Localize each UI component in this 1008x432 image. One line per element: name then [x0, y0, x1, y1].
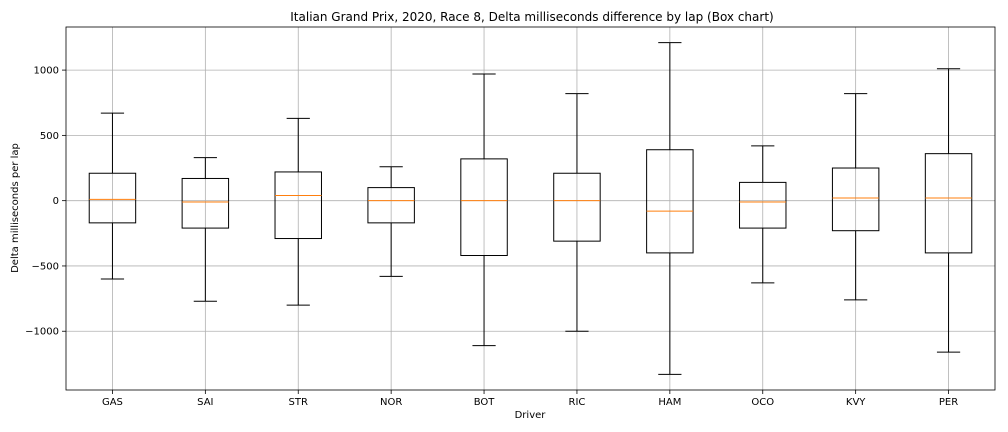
x-tick-label: OCO — [751, 397, 774, 408]
iqr-box — [88, 172, 137, 224]
box-bot — [460, 73, 508, 347]
y-axis-title: Delta milliseconds per lap — [10, 143, 21, 273]
box-ric — [553, 93, 601, 332]
x-tick-label: HAM — [658, 397, 681, 408]
iqr-box — [831, 167, 880, 232]
y-tick-label: 500 — [40, 131, 59, 142]
box-nor — [367, 166, 415, 277]
x-axis-ticks: GAS SAI STR NOR BOT RIC HAM OCO KVY PER — [102, 390, 958, 408]
iqr-box — [739, 181, 787, 229]
x-tick-label: GAS — [102, 397, 123, 408]
y-tick-label: −500 — [32, 261, 59, 272]
x-axis-title: Driver — [515, 410, 547, 421]
box-sai — [181, 157, 230, 302]
y-tick-label: 1000 — [34, 66, 59, 77]
box-oco — [739, 145, 787, 284]
y-axis-ticks: −1000 −500 0 500 1000 — [25, 66, 66, 338]
chart-title: Italian Grand Prix, 2020, Race 8, Delta … — [290, 10, 773, 24]
iqr-box — [274, 171, 322, 240]
x-tick-label: PER — [939, 397, 958, 408]
x-tick-label: SAI — [197, 397, 213, 408]
x-tick-label: RIC — [569, 397, 586, 408]
y-tick-label: −1000 — [25, 327, 59, 338]
y-tick-label: 0 — [53, 196, 59, 207]
iqr-box — [924, 153, 973, 254]
box-gas — [88, 112, 137, 280]
box-per — [924, 68, 973, 353]
iqr-box — [553, 172, 601, 242]
x-tick-label: STR — [289, 397, 308, 408]
box-ham — [646, 42, 694, 375]
iqr-box — [646, 149, 694, 254]
iqr-box — [181, 177, 230, 229]
x-tick-label: BOT — [474, 397, 496, 408]
x-tick-label: KVY — [846, 397, 866, 408]
box-kvy — [831, 93, 880, 301]
iqr-box — [460, 158, 508, 257]
plot-area-frame — [65, 26, 996, 391]
box-str — [274, 117, 322, 306]
box-plots — [88, 42, 973, 375]
x-tick-label: NOR — [380, 397, 402, 408]
iqr-box — [367, 187, 415, 224]
